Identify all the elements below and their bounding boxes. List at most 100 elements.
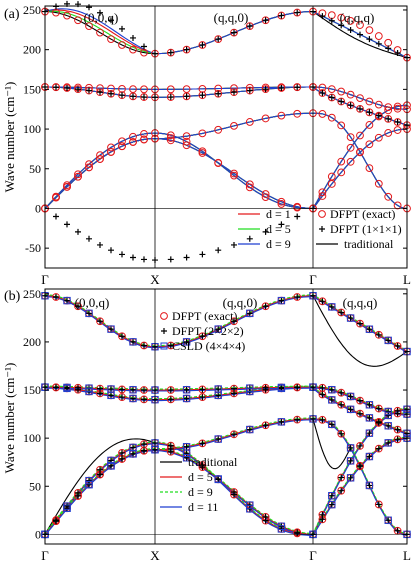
- dfpt-supercell-point: [199, 394, 206, 401]
- dfpt-supercell-point: [199, 41, 206, 48]
- csld-point: [384, 516, 392, 524]
- csld-point: [246, 505, 254, 513]
- dfpt-exact-point: [140, 93, 148, 101]
- dfpt-exact-point: [198, 129, 207, 138]
- dfpt-exact-point: [166, 134, 175, 142]
- dfpt-exact-point: [230, 171, 238, 180]
- dfpt-exact-point: [293, 415, 302, 424]
- dfpt-supercell-point: [262, 86, 269, 93]
- csld-point: [277, 296, 286, 305]
- dfpt-supercell-point: [167, 256, 174, 263]
- panel-b-label: (b): [4, 289, 21, 304]
- dfpt-supercell-point: [246, 502, 253, 509]
- dfpt-exact-point: [293, 202, 302, 211]
- csld-point: [328, 386, 336, 394]
- dfpt-supercell-point: [183, 254, 190, 261]
- dfpt-supercell-point: [294, 213, 301, 220]
- dfpt-supercell-point: [357, 463, 363, 470]
- dfpt-exact-point: [277, 11, 286, 20]
- dfpt-exact-point: [337, 400, 346, 409]
- panel-b-axes: 0 50 100 150 200 250 Γ X Γ L: [23, 287, 411, 563]
- dfpt-exact-point: [245, 180, 254, 189]
- dfpt-exact-point: [230, 88, 238, 97]
- dfpt-exact-point: [261, 302, 270, 311]
- csld-point: [365, 452, 374, 461]
- dfpt-exact-point: [85, 163, 93, 172]
- dfpt-supercell-point: [53, 213, 59, 220]
- dfpt-supercell-point: [347, 406, 354, 413]
- panel-a: -50 0 50 100 150 200 250 Γ X Γ L (a) Wave number (…: [2, 0, 411, 287]
- dfpt-supercell-point: [215, 475, 222, 482]
- dfpt-supercell-point: [357, 442, 363, 449]
- csld-point: [107, 462, 115, 470]
- panel-a-seg-label-qqq: (q,q,q): [340, 10, 375, 25]
- dfpt-supercell-point: [119, 333, 125, 340]
- dfpt-supercell-point: [183, 386, 190, 393]
- dfpt-supercell-point: [328, 501, 335, 508]
- csld-point: [129, 394, 137, 403]
- dfpt-exact-point: [166, 48, 175, 57]
- csld-point: [246, 309, 254, 318]
- dfpt-exact-point: [74, 172, 82, 181]
- dfpt-supercell-point: [357, 410, 363, 417]
- csld-point: [277, 418, 286, 426]
- panel-b-seg-label-001: (0,0,q): [75, 295, 110, 310]
- dfpt-exact-point: [374, 32, 383, 40]
- legend-label: d = 5: [188, 470, 213, 484]
- dfpt-exact-point: [356, 94, 364, 102]
- dfpt-exact-point: [393, 104, 402, 113]
- csld-point: [214, 435, 222, 443]
- dfpt-exact-point: [182, 141, 191, 150]
- dfpt-exact-point: [384, 129, 393, 137]
- dfpt-supercell-point: [262, 513, 269, 520]
- dfpt-exact-point: [140, 130, 148, 138]
- dfpt-exact-point: [118, 332, 126, 341]
- dfpt-supercell-point: [199, 464, 206, 471]
- dfpt-supercell-point: [199, 251, 206, 258]
- dfpt-exact-point: [198, 393, 207, 401]
- dfpt-supercell-point: [183, 338, 190, 345]
- dfpt-exact-point: [277, 197, 286, 206]
- dfpt-supercell-point: [108, 90, 114, 97]
- dfpt-exact-point: [52, 383, 60, 392]
- dfpt-supercell-point: [108, 326, 114, 333]
- dispersion-branch-3-d9: [44, 104, 408, 210]
- dispersion-branch-4-d9: [44, 112, 408, 210]
- dfpt-exact-point: [166, 386, 175, 394]
- dfpt-exact-point: [166, 85, 175, 94]
- dfpt-exact-point: [230, 317, 238, 326]
- dfpt-exact-point: [346, 133, 355, 142]
- dfpt-supercell-point: [167, 396, 174, 403]
- dfpt-exact-point: [356, 319, 364, 328]
- x-tick-label: Γ: [309, 548, 317, 563]
- dfpt-exact-point: [182, 85, 191, 94]
- dfpt-exact-point: [365, 140, 374, 149]
- legend-swatch: [160, 342, 168, 350]
- dfpt-exact-point: [198, 439, 207, 448]
- dfpt-exact-point: [63, 11, 71, 20]
- csld-point: [85, 476, 93, 485]
- legend-label: DFPT (exact): [330, 207, 395, 221]
- dfpt-exact-point: [337, 388, 346, 397]
- csld-point: [182, 443, 191, 451]
- dfpt-exact-point: [245, 183, 254, 192]
- csld-point: [384, 407, 392, 416]
- legend-label: CSLD (4×4×4): [172, 339, 245, 353]
- csld-point: [328, 492, 336, 500]
- dfpt-supercell-point: [347, 474, 354, 481]
- y-tick-label: 150: [23, 82, 41, 96]
- dfpt-exact-point: [293, 293, 302, 301]
- dfpt-supercell-point: [375, 419, 382, 426]
- dfpt-supercell-point: [119, 25, 125, 32]
- dfpt-supercell-point: [246, 310, 253, 317]
- dfpt-exact-point: [96, 155, 104, 163]
- csld-point: [365, 481, 374, 490]
- dfpt-exact-point: [337, 121, 346, 130]
- dfpt-exact-point: [166, 131, 175, 140]
- dfpt-supercell-point: [141, 447, 147, 454]
- dfpt-exact-point: [245, 118, 254, 126]
- dfpt-exact-point: [365, 97, 374, 106]
- csld-point: [346, 474, 355, 482]
- csld-point: [365, 401, 374, 409]
